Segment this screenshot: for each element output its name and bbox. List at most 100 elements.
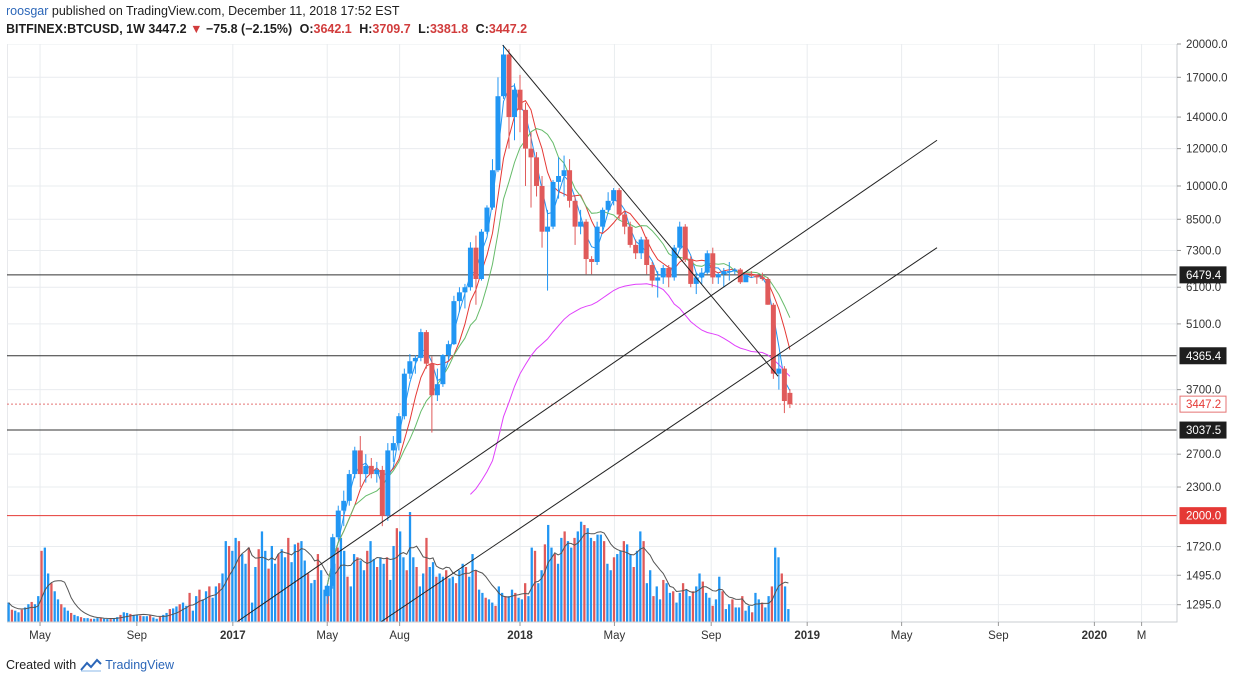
volume-bar bbox=[491, 602, 494, 622]
time-tick-label: Aug bbox=[389, 630, 409, 642]
candle-body bbox=[748, 274, 754, 276]
candle-body bbox=[440, 355, 446, 385]
level-label: 4365.4 bbox=[1186, 351, 1222, 363]
candle-body bbox=[666, 268, 672, 278]
author-link[interactable]: roosgar bbox=[6, 4, 49, 18]
volume-bar bbox=[145, 616, 148, 622]
candle-body bbox=[528, 148, 534, 158]
volume-bar bbox=[297, 542, 300, 622]
volume-bar bbox=[721, 591, 724, 622]
candle-body bbox=[616, 190, 622, 215]
time-tick-label: May bbox=[891, 630, 913, 642]
volume-bar bbox=[119, 614, 122, 622]
candle-body bbox=[633, 244, 639, 254]
volume-bar bbox=[155, 618, 158, 622]
volume-bar bbox=[165, 612, 168, 622]
volume-bar bbox=[379, 557, 382, 622]
volume-bar bbox=[767, 596, 770, 622]
volume-bar bbox=[583, 524, 586, 622]
volume-bar bbox=[362, 570, 366, 622]
volume-bar bbox=[783, 586, 787, 622]
volume-bar bbox=[56, 599, 60, 622]
candle-body bbox=[495, 96, 501, 171]
candle-body bbox=[578, 221, 584, 227]
volume-bar bbox=[372, 558, 375, 622]
volume-bar bbox=[99, 617, 102, 622]
time-tick-label: Sep bbox=[701, 630, 721, 642]
volume-bar bbox=[333, 563, 336, 622]
volume-bar bbox=[540, 570, 543, 622]
candle-body bbox=[743, 274, 749, 283]
volume-bar bbox=[14, 610, 17, 622]
volume-bar bbox=[109, 619, 112, 622]
price-tick-label: 17000.0 bbox=[1186, 72, 1228, 84]
volume-bar bbox=[20, 609, 23, 622]
volume-bar bbox=[385, 557, 389, 622]
volume-bar bbox=[293, 544, 297, 622]
tradingview-link[interactable]: TradingView bbox=[80, 658, 174, 672]
volume-bar bbox=[162, 614, 165, 622]
time-tick-label: Sep bbox=[127, 630, 147, 642]
volume-bar bbox=[79, 617, 83, 622]
candle-body bbox=[567, 170, 573, 201]
volume-bar bbox=[474, 570, 477, 622]
candle-body bbox=[456, 292, 462, 302]
candle-body bbox=[484, 207, 490, 232]
candle-body bbox=[462, 287, 468, 293]
volume-bar bbox=[313, 579, 316, 622]
volume-bar bbox=[553, 554, 556, 622]
price-tick-label: 6100.0 bbox=[1186, 282, 1221, 294]
volume-bar bbox=[484, 597, 487, 622]
volume-bar bbox=[231, 550, 234, 622]
candle-body bbox=[693, 277, 699, 284]
price-tick-label: 1720.0 bbox=[1186, 542, 1221, 554]
candle-body bbox=[754, 275, 760, 278]
volume-bar bbox=[171, 608, 175, 622]
volume-bar bbox=[547, 524, 550, 622]
volume-bar bbox=[425, 537, 428, 622]
volume-bar bbox=[267, 568, 270, 622]
volume-bar bbox=[642, 541, 645, 622]
volume-bar bbox=[287, 537, 290, 622]
volume-bar bbox=[681, 583, 685, 622]
volume-bar bbox=[629, 554, 632, 622]
volume-bar bbox=[316, 554, 320, 622]
publish-info: published on TradingView.com, December 1… bbox=[51, 4, 400, 18]
volume-bar bbox=[152, 617, 155, 622]
volume-bar bbox=[573, 537, 576, 622]
price-tick-label: 12000.0 bbox=[1186, 144, 1228, 156]
volume-bar bbox=[10, 609, 14, 622]
volume-bar bbox=[129, 613, 132, 622]
volume-bar bbox=[658, 599, 662, 622]
volume-bar bbox=[747, 605, 751, 622]
volume-bar bbox=[30, 601, 33, 622]
footer: Created with TradingView bbox=[6, 658, 174, 672]
candle-body bbox=[556, 175, 562, 182]
volume-bar bbox=[142, 616, 145, 622]
candle-body bbox=[572, 200, 578, 227]
last-price: 3447.2 bbox=[148, 22, 187, 36]
candle-body bbox=[611, 190, 617, 201]
volume-bar bbox=[339, 537, 343, 622]
candle-body bbox=[335, 510, 341, 538]
volume-bar bbox=[7, 602, 10, 622]
volume-bar bbox=[27, 604, 30, 622]
candle-body bbox=[429, 363, 435, 396]
volume-bar bbox=[352, 554, 356, 622]
volume-bar bbox=[280, 549, 283, 622]
candle-body bbox=[759, 277, 765, 280]
created-with-label: Created with bbox=[6, 658, 77, 672]
volume-bar bbox=[369, 541, 372, 622]
volume-bar bbox=[70, 612, 73, 622]
volume-bar bbox=[132, 614, 135, 622]
volume-bar bbox=[428, 567, 431, 622]
volume-bar bbox=[655, 586, 658, 622]
volume-bar bbox=[33, 604, 37, 622]
volume-bar bbox=[454, 583, 458, 622]
volume-bar bbox=[336, 547, 339, 622]
volume-bar bbox=[662, 579, 665, 622]
volume-bar bbox=[451, 576, 454, 622]
candle-body bbox=[500, 54, 506, 97]
candle-body bbox=[423, 332, 429, 364]
